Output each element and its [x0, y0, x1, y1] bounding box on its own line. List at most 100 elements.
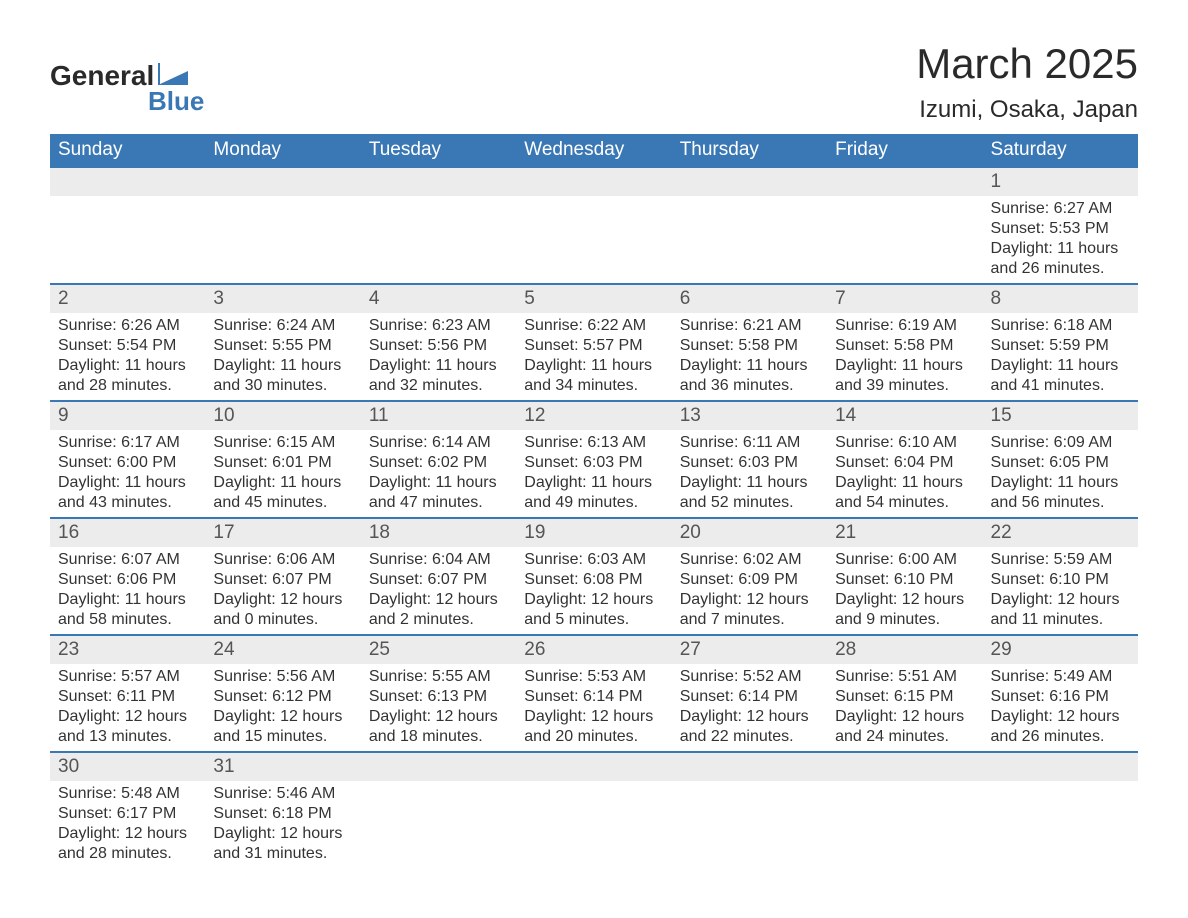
day-number: 21 — [827, 519, 982, 547]
day-number — [516, 168, 671, 196]
sunset-text: Sunset: 5:59 PM — [991, 336, 1130, 356]
calendar-cell: 8 Sunrise: 6:18 AMSunset: 5:59 PMDaylight… — [983, 284, 1138, 401]
sunrise-text: Sunrise: 5:52 AM — [680, 667, 819, 687]
day-number: 12 — [516, 402, 671, 430]
calendar-cell: 17Sunrise: 6:06 AMSunset: 6:07 PMDayligh… — [205, 518, 360, 635]
sunset-text: Sunset: 6:14 PM — [524, 687, 663, 707]
logo: General Blue — [50, 60, 204, 117]
day-number: 23 — [50, 636, 205, 664]
calendar-cell: 21Sunrise: 6:00 AMSunset: 6:10 PMDayligh… — [827, 518, 982, 635]
page-title: March 2025 — [916, 40, 1138, 88]
day-number: 2 — [50, 285, 205, 313]
daylight-text: Daylight: 12 hours and 20 minutes. — [524, 707, 663, 747]
daylight-text: Daylight: 12 hours and 13 minutes. — [58, 707, 197, 747]
day-number: 1 — [983, 168, 1138, 196]
logo-text-1: General — [50, 60, 154, 92]
day-number: 24 — [205, 636, 360, 664]
sunset-text: Sunset: 6:06 PM — [58, 570, 197, 590]
day-content: Sunrise: 6:09 AMSunset: 6:05 PMDaylight:… — [983, 430, 1138, 517]
sunrise-text: Sunrise: 6:00 AM — [835, 550, 974, 570]
day-number — [361, 753, 516, 781]
day-content: Sunrise: 5:46 AMSunset: 6:18 PMDaylight:… — [205, 781, 360, 868]
calendar-table: SundayMondayTuesdayWednesdayThursdayFrid… — [50, 134, 1138, 868]
sunrise-text: Sunrise: 6:27 AM — [991, 199, 1130, 219]
day-number — [516, 753, 671, 781]
day-content — [827, 196, 982, 283]
sunrise-text: Sunrise: 6:14 AM — [369, 433, 508, 453]
sunrise-text: Sunrise: 5:51 AM — [835, 667, 974, 687]
day-content: Sunrise: 6:13 AMSunset: 6:03 PMDaylight:… — [516, 430, 671, 517]
day-content: Sunrise: 6:27 AMSunset: 5:53 PMDaylight:… — [983, 196, 1138, 283]
sunrise-text: Sunrise: 6:06 AM — [213, 550, 352, 570]
daylight-text: Daylight: 11 hours and 36 minutes. — [680, 356, 819, 396]
daylight-text: Daylight: 11 hours and 56 minutes. — [991, 473, 1130, 513]
calendar-cell: 11Sunrise: 6:14 AMSunset: 6:02 PMDayligh… — [361, 401, 516, 518]
daylight-text: Daylight: 12 hours and 11 minutes. — [991, 590, 1130, 630]
calendar-cell — [361, 752, 516, 868]
sunrise-text: Sunrise: 6:02 AM — [680, 550, 819, 570]
sunrise-text: Sunrise: 5:55 AM — [369, 667, 508, 687]
weekday-header: Tuesday — [361, 134, 516, 167]
calendar-week-row: 2Sunrise: 6:26 AMSunset: 5:54 PMDaylight… — [50, 284, 1138, 401]
sunrise-text: Sunrise: 6:19 AM — [835, 316, 974, 336]
sunrise-text: Sunrise: 6:09 AM — [991, 433, 1130, 453]
day-number — [827, 753, 982, 781]
calendar-cell: 12Sunrise: 6:13 AMSunset: 6:03 PMDayligh… — [516, 401, 671, 518]
daylight-text: Daylight: 12 hours and 24 minutes. — [835, 707, 974, 747]
day-number — [672, 168, 827, 196]
calendar-cell — [205, 167, 360, 284]
day-content — [672, 781, 827, 868]
sunrise-text: Sunrise: 5:59 AM — [991, 550, 1130, 570]
day-content: Sunrise: 6:19 AMSunset: 5:58 PMDaylight:… — [827, 313, 982, 400]
day-number: 20 — [672, 519, 827, 547]
day-content: Sunrise: 6:15 AMSunset: 6:01 PMDaylight:… — [205, 430, 360, 517]
sunset-text: Sunset: 6:07 PM — [213, 570, 352, 590]
day-number: 5 — [516, 285, 671, 313]
sunrise-text: Sunrise: 6:22 AM — [524, 316, 663, 336]
sunset-text: Sunset: 6:16 PM — [991, 687, 1130, 707]
day-content: Sunrise: 5:55 AMSunset: 6:13 PMDaylight:… — [361, 664, 516, 751]
calendar-cell: 1Sunrise: 6:27 AMSunset: 5:53 PMDaylight… — [983, 167, 1138, 284]
sunrise-text: Sunrise: 6:18 AM — [991, 316, 1130, 336]
daylight-text: Daylight: 11 hours and 32 minutes. — [369, 356, 508, 396]
day-content: Sunrise: 6:10 AMSunset: 6:04 PMDaylight:… — [827, 430, 982, 517]
day-content: Sunrise: 6:07 AMSunset: 6:06 PMDaylight:… — [50, 547, 205, 634]
calendar-cell: 13Sunrise: 6:11 AMSunset: 6:03 PMDayligh… — [672, 401, 827, 518]
day-content: Sunrise: 5:51 AMSunset: 6:15 PMDaylight:… — [827, 664, 982, 751]
day-number — [50, 168, 205, 196]
daylight-text: Daylight: 12 hours and 15 minutes. — [213, 707, 352, 747]
day-content — [827, 781, 982, 868]
calendar-cell: 25Sunrise: 5:55 AMSunset: 6:13 PMDayligh… — [361, 635, 516, 752]
weekday-header: Wednesday — [516, 134, 671, 167]
day-number: 8 — [983, 285, 1138, 313]
sunrise-text: Sunrise: 6:24 AM — [213, 316, 352, 336]
calendar-cell: 29Sunrise: 5:49 AMSunset: 6:16 PMDayligh… — [983, 635, 1138, 752]
day-content: Sunrise: 6:24 AMSunset: 5:55 PMDaylight:… — [205, 313, 360, 400]
sunrise-text: Sunrise: 5:48 AM — [58, 784, 197, 804]
sunset-text: Sunset: 6:01 PM — [213, 453, 352, 473]
calendar-cell — [983, 752, 1138, 868]
day-content: Sunrise: 5:56 AMSunset: 6:12 PMDaylight:… — [205, 664, 360, 751]
calendar-cell: 15Sunrise: 6:09 AMSunset: 6:05 PMDayligh… — [983, 401, 1138, 518]
sunset-text: Sunset: 5:53 PM — [991, 219, 1130, 239]
day-number — [672, 753, 827, 781]
sunrise-text: Sunrise: 6:10 AM — [835, 433, 974, 453]
calendar-week-row: 16Sunrise: 6:07 AMSunset: 6:06 PMDayligh… — [50, 518, 1138, 635]
calendar-cell — [516, 167, 671, 284]
day-number: 10 — [205, 402, 360, 430]
daylight-text: Daylight: 11 hours and 41 minutes. — [991, 356, 1130, 396]
day-content: Sunrise: 6:22 AMSunset: 5:57 PMDaylight:… — [516, 313, 671, 400]
daylight-text: Daylight: 11 hours and 52 minutes. — [680, 473, 819, 513]
calendar-cell — [50, 167, 205, 284]
day-content: Sunrise: 5:57 AMSunset: 6:11 PMDaylight:… — [50, 664, 205, 751]
day-number — [205, 168, 360, 196]
calendar-cell: 23Sunrise: 5:57 AMSunset: 6:11 PMDayligh… — [50, 635, 205, 752]
sunset-text: Sunset: 6:03 PM — [680, 453, 819, 473]
day-content: Sunrise: 6:14 AMSunset: 6:02 PMDaylight:… — [361, 430, 516, 517]
sunset-text: Sunset: 5:56 PM — [369, 336, 508, 356]
sunrise-text: Sunrise: 6:17 AM — [58, 433, 197, 453]
sunset-text: Sunset: 6:15 PM — [835, 687, 974, 707]
calendar-cell: 14Sunrise: 6:10 AMSunset: 6:04 PMDayligh… — [827, 401, 982, 518]
sunrise-text: Sunrise: 6:21 AM — [680, 316, 819, 336]
day-content: Sunrise: 6:17 AMSunset: 6:00 PMDaylight:… — [50, 430, 205, 517]
